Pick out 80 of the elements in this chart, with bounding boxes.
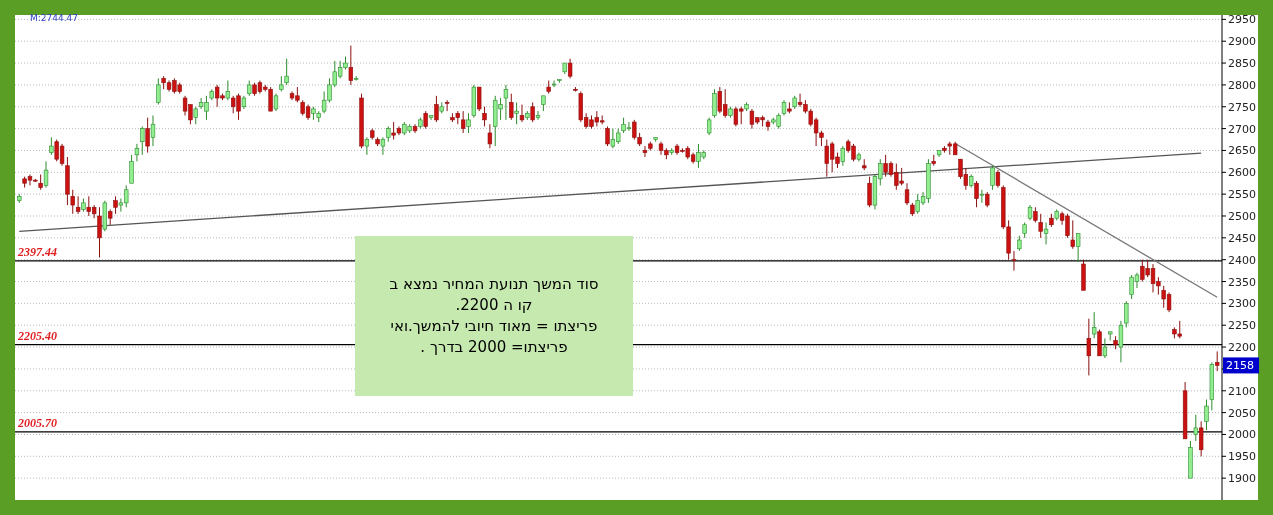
y-tick-label: 2050 — [1228, 406, 1256, 420]
candlestick — [765, 119, 771, 132]
candlestick — [482, 106, 487, 127]
candlestick — [514, 101, 519, 125]
candlestick — [145, 117, 150, 154]
candlestick — [487, 123, 493, 149]
candlestick — [530, 101, 535, 123]
annotation: M:2744.47 — [30, 13, 79, 23]
y-tick-label: 2900 — [1228, 35, 1256, 49]
candlestick — [867, 176, 872, 208]
ref-line-label: 2397.44 — [17, 244, 57, 259]
candlestick — [712, 88, 717, 119]
y-tick-label: 2800 — [1228, 78, 1256, 92]
y-tick-label: 2100 — [1228, 384, 1256, 398]
candlestick — [1102, 337, 1108, 359]
candlestick — [990, 165, 995, 191]
candlestick — [840, 145, 846, 167]
y-tick-label: 2200 — [1228, 341, 1256, 355]
y-tick-label: 2400 — [1228, 253, 1256, 267]
candlestick — [1215, 350, 1220, 372]
candlestick — [1193, 414, 1198, 442]
candlestick — [1075, 232, 1081, 263]
candlestick — [1204, 399, 1209, 431]
y-tick-label: 2350 — [1228, 275, 1256, 289]
candlestick — [134, 143, 140, 162]
ref-line-label: 2205.40 — [17, 328, 57, 343]
candlestick — [225, 80, 231, 101]
candlestick — [974, 180, 979, 208]
y-tick-label: 2000 — [1228, 428, 1256, 442]
candlestick — [460, 110, 466, 134]
candlestick — [364, 136, 370, 156]
candlestick — [1043, 222, 1049, 245]
candlestick — [642, 145, 648, 158]
candlestick — [428, 115, 434, 121]
y-tick-label: 2700 — [1228, 122, 1256, 136]
candlestick — [348, 45, 354, 86]
y-tick-label: 2750 — [1228, 100, 1256, 114]
y-tick-label: 2650 — [1228, 144, 1256, 158]
candlestick — [70, 189, 75, 215]
y-tick-label: 1950 — [1228, 450, 1256, 464]
candlestick — [1198, 420, 1204, 457]
candlestick — [509, 93, 514, 121]
y-tick-label: 2850 — [1228, 57, 1256, 71]
ref-line-label: 2005.70 — [17, 415, 57, 430]
candlestick — [1070, 219, 1075, 250]
candlestick — [979, 189, 985, 204]
candlestick — [434, 95, 439, 123]
candlestick — [503, 84, 509, 121]
y-tick-label: 2950 — [1228, 13, 1256, 27]
candlestick — [444, 99, 450, 112]
candlestick — [904, 182, 910, 206]
y-tick-label: 2250 — [1228, 319, 1256, 333]
candlestick — [284, 58, 289, 86]
y-tick-label: 1900 — [1228, 472, 1256, 486]
candlestick — [1038, 213, 1043, 239]
candlestick — [140, 125, 145, 156]
candlestick — [97, 206, 102, 258]
y-tick-label: 2600 — [1228, 166, 1256, 180]
y-tick-label: 2550 — [1228, 188, 1256, 202]
candlestick — [519, 104, 525, 123]
candlestick — [1118, 320, 1124, 363]
annotation: 2158 — [1226, 359, 1254, 373]
candlestick — [43, 160, 49, 189]
candlestick — [75, 195, 81, 215]
candlestick — [150, 115, 156, 147]
candlestick — [567, 58, 573, 79]
candlestick — [1086, 318, 1092, 376]
candlestick — [466, 112, 471, 134]
candlestick — [1092, 311, 1097, 339]
candlestick — [477, 86, 482, 112]
y-tick-label: 2300 — [1228, 297, 1256, 311]
candlestick — [605, 125, 610, 147]
y-tick-label: 2450 — [1228, 231, 1256, 245]
candlestick — [156, 77, 161, 106]
candlestick — [129, 154, 134, 184]
candlestick — [535, 110, 541, 121]
candlestick — [1124, 300, 1129, 328]
candlestick — [380, 136, 386, 156]
y-tick-label: 2500 — [1228, 209, 1256, 223]
candlestick — [1011, 250, 1017, 272]
